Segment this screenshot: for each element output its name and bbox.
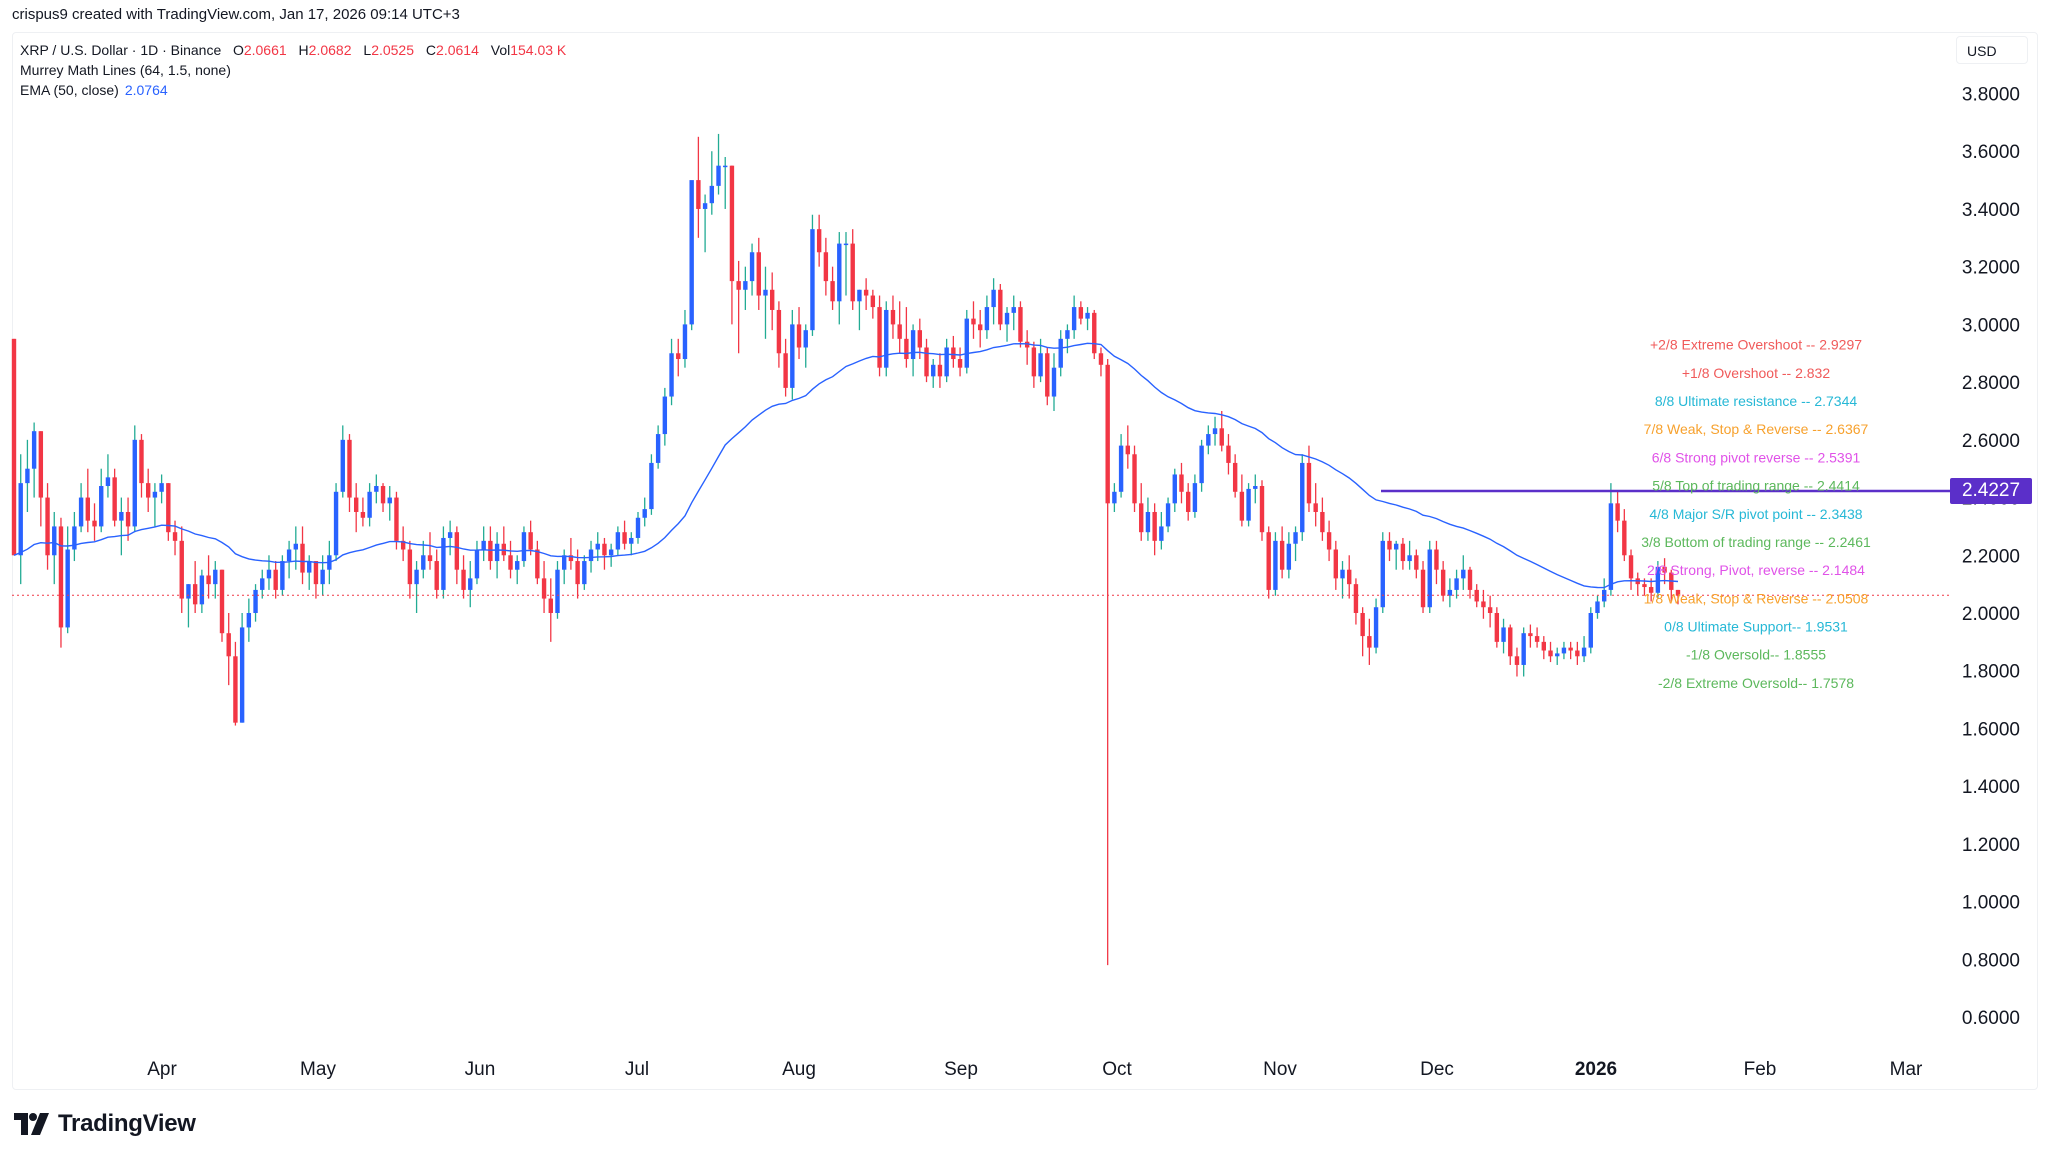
- price-axis-tick: 2.6000: [1962, 431, 2020, 452]
- price-axis-tick: 3.6000: [1962, 142, 2020, 163]
- low-value: 2.0525: [371, 42, 415, 58]
- tradingview-logo[interactable]: TradingView: [14, 1110, 196, 1138]
- symbol-title[interactable]: XRP / U.S. Dollar · 1D · Binance: [20, 42, 222, 58]
- time-axis-tick: May: [300, 1059, 336, 1080]
- murrey-math-label: -2/8 Extreme Oversold-- 1.7578: [1658, 675, 1854, 691]
- ema-line: [13, 342, 1679, 589]
- volume-value: 154.03 K: [510, 42, 567, 58]
- time-axis-tick: Jun: [465, 1059, 496, 1080]
- murrey-math-label: 4/8 Major S/R pivot point -- 2.3438: [1649, 506, 1862, 522]
- close-label: C: [425, 42, 437, 58]
- price-axis-tick: 2.8000: [1962, 373, 2020, 394]
- time-axis-tick: Aug: [782, 1059, 816, 1080]
- murrey-math-label: 2/8 Strong, Pivot, reverse -- 2.1484: [1647, 562, 1865, 578]
- murrey-math-label: +1/8 Overshoot -- 2.832: [1682, 365, 1830, 381]
- time-axis-tick: Feb: [1744, 1059, 1777, 1080]
- close-value: 2.0614: [436, 42, 479, 58]
- murrey-math-label: 7/8 Weak, Stop & Reverse -- 2.6367: [1644, 421, 1869, 437]
- murrey-math-label: 8/8 Ultimate resistance -- 2.7344: [1655, 393, 1858, 409]
- murrey-math-label: 5/8 Top of trading range -- 2.4414: [1652, 478, 1860, 494]
- candles: [11, 133, 1681, 966]
- indicator-murrey[interactable]: Murrey Math Lines (64, 1.5, none): [20, 62, 231, 78]
- murrey-math-label: 3/8 Bottom of trading range -- 2.2461: [1641, 534, 1871, 550]
- high-label: H: [298, 42, 309, 58]
- price-axis-tick: 3.0000: [1962, 315, 2020, 336]
- price-axis-tick: 0.8000: [1962, 950, 2020, 971]
- volume-label: Vol: [490, 42, 511, 58]
- tradingview-logo-text: TradingView: [58, 1110, 196, 1137]
- open-label: O: [232, 42, 244, 58]
- symbol-row: XRP / U.S. Dollar · 1D · Binance O2.0661…: [20, 40, 574, 60]
- price-axis-tick: 1.8000: [1962, 662, 2020, 683]
- time-axis-tick: Nov: [1263, 1059, 1297, 1080]
- currency-button[interactable]: USD: [1956, 36, 2028, 64]
- price-axis-tick: 0.6000: [1962, 1008, 2020, 1029]
- price-axis-tick: 2.0000: [1962, 604, 2020, 625]
- price-axis-tick: 1.0000: [1962, 893, 2020, 914]
- high-value: 2.0682: [308, 42, 352, 58]
- time-axis-tick: 2026: [1575, 1059, 1617, 1080]
- time-axis-tick: Mar: [1890, 1059, 1923, 1080]
- time-axis-tick: Sep: [944, 1059, 978, 1080]
- time-axis-tick: Oct: [1102, 1059, 1132, 1080]
- price-axis-tick: 1.6000: [1962, 719, 2020, 740]
- price-axis-tick: 3.4000: [1962, 200, 2020, 221]
- price-axis-tick: 3.8000: [1962, 85, 2020, 106]
- chart-panel[interactable]: [12, 32, 2038, 1090]
- open-value: 2.0661: [243, 42, 287, 58]
- chart-legend: XRP / U.S. Dollar · 1D · Binance O2.0661…: [20, 40, 574, 100]
- low-label: L: [363, 42, 372, 58]
- murrey-math-label: 0/8 Ultimate Support-- 1.9531: [1664, 619, 1848, 635]
- murrey-math-label: +2/8 Extreme Overshoot -- 2.9297: [1650, 337, 1862, 353]
- time-axis-tick: Dec: [1420, 1059, 1454, 1080]
- murrey-math-label: 1/8 Weak, Stop & Reverse -- 2.0508: [1644, 590, 1869, 606]
- horizontal-line-price-label: 2.4227: [1950, 478, 2032, 504]
- price-axis-tick: 1.4000: [1962, 777, 2020, 798]
- indicator-ema[interactable]: EMA (50, close) 2.0764: [20, 80, 574, 100]
- price-axis-tick: 3.2000: [1962, 258, 2020, 279]
- chart-credit: crispus9 created with TradingView.com, J…: [12, 6, 460, 23]
- ema-label: EMA (50, close): [20, 82, 119, 98]
- time-axis-tick: Jul: [625, 1059, 649, 1080]
- murrey-math-label: -1/8 Oversold-- 1.8555: [1686, 647, 1826, 663]
- price-axis-tick: 1.2000: [1962, 835, 2020, 856]
- murrey-math-label: 6/8 Strong pivot reverse -- 2.5391: [1652, 449, 1861, 465]
- time-axis-tick: Apr: [147, 1059, 177, 1080]
- price-axis-tick: 2.2000: [1962, 546, 2020, 567]
- ema-value: 2.0764: [124, 82, 168, 98]
- tradingview-logo-icon: [14, 1113, 49, 1135]
